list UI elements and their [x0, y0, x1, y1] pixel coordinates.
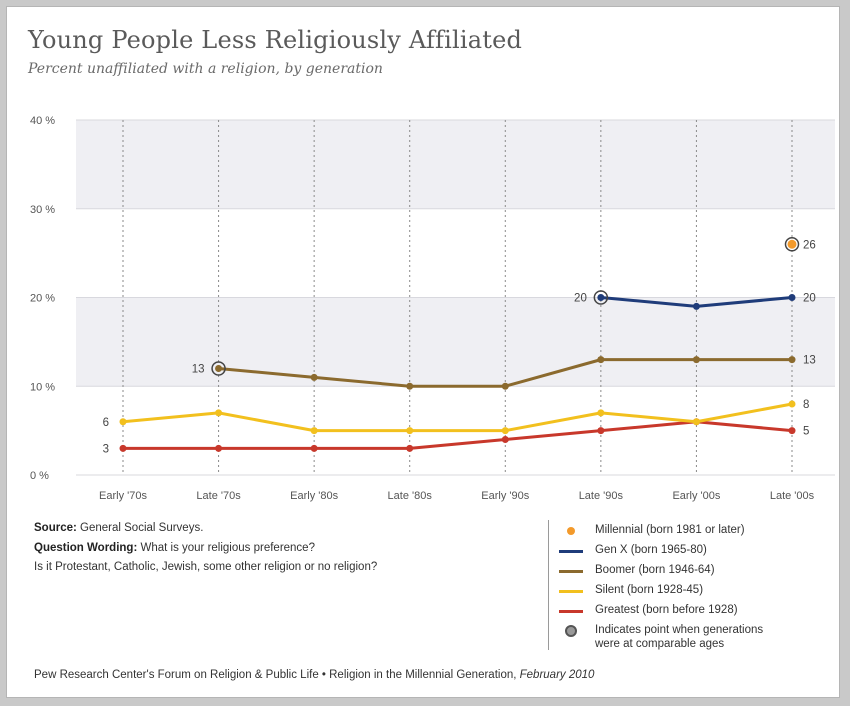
line-chart: 0 % 10 % 20 % 30 % 40 % Early '70s Late '70s Ea…: [30, 115, 835, 502]
legend-dot-icon: [567, 527, 575, 535]
chart-subtitle: Percent unaffiliated with a religion, by…: [28, 61, 383, 77]
y-tick-label: 10 %: [30, 381, 55, 393]
data-label: 20: [803, 293, 816, 305]
x-tick-label: Early '80s: [290, 490, 338, 502]
data-point: [406, 444, 414, 452]
data-point: [597, 356, 605, 364]
data-label: 20: [574, 293, 587, 305]
x-tick-label: Early '90s: [481, 490, 529, 502]
data-label: 8: [803, 399, 809, 411]
data-point: [310, 373, 318, 381]
data-point: [597, 294, 605, 301]
data-point: [788, 427, 796, 435]
data-point: [406, 427, 414, 435]
x-tick-label: Late '80s: [388, 490, 433, 502]
grid-band: [76, 120, 835, 209]
data-point: [692, 356, 700, 364]
question-wording-note: Question Wording: What is your religious…: [34, 542, 315, 554]
data-label: 26: [803, 239, 816, 251]
data-point: [215, 409, 223, 417]
data-point: [787, 239, 797, 249]
data-point: [215, 444, 223, 452]
x-tick-label: Late '00s: [770, 490, 815, 502]
source-note: Source: General Social Surveys.: [34, 522, 204, 534]
data-point: [788, 294, 796, 301]
data-point: [215, 365, 223, 372]
data-label: 5: [803, 426, 809, 438]
legend: Millennial (born 1981 or later) Gen X (b…: [548, 520, 839, 650]
data-point: [692, 302, 700, 310]
chart-title: Young People Less Religiously Affiliated: [28, 26, 523, 54]
footer-credit: Pew Research Center's Forum on Religion …: [34, 669, 595, 681]
x-tick-label: Early '00s: [672, 490, 720, 502]
y-tick-label: 20 %: [30, 293, 55, 305]
grid-band: [76, 208, 835, 298]
question-wording-note-cont: Is it Protestant, Catholic, Jewish, some…: [34, 561, 378, 573]
y-tick-label: 40 %: [30, 115, 55, 127]
comparable-point-marker: [211, 361, 226, 376]
grid-band: [76, 297, 835, 387]
data-point: [119, 418, 127, 426]
data-point: [597, 427, 605, 435]
series-line-0: [123, 420, 793, 450]
x-tick-label: Early '70s: [99, 490, 147, 502]
data-label: 3: [103, 443, 109, 455]
comparable-point-icon: [565, 625, 577, 637]
legend-line-icon: [559, 550, 583, 553]
data-label: 6: [103, 417, 109, 429]
x-tick-label: Late '70s: [196, 490, 241, 502]
data-point: [501, 427, 509, 435]
data-label: 13: [192, 364, 205, 376]
y-tick-label: 30 %: [30, 204, 55, 216]
comparable-point-marker: [784, 237, 800, 252]
legend-line-icon: [559, 610, 583, 613]
series-line-1: [122, 402, 793, 433]
comparable-point-marker: [593, 290, 609, 305]
x-tick-label: Late '90s: [579, 490, 624, 502]
data-point: [501, 382, 509, 390]
data-point: [501, 436, 509, 443]
data-point: [692, 418, 700, 426]
data-point: [406, 382, 414, 390]
data-point: [310, 427, 318, 435]
data-point: [788, 400, 796, 408]
data-point: [119, 444, 127, 452]
data-point: [310, 444, 318, 452]
data-label: 13: [803, 355, 816, 367]
data-point: [597, 409, 605, 417]
y-tick-label: 0 %: [30, 470, 49, 482]
legend-line-icon: [559, 570, 583, 573]
data-point: [788, 356, 796, 364]
legend-line-icon: [559, 590, 583, 593]
